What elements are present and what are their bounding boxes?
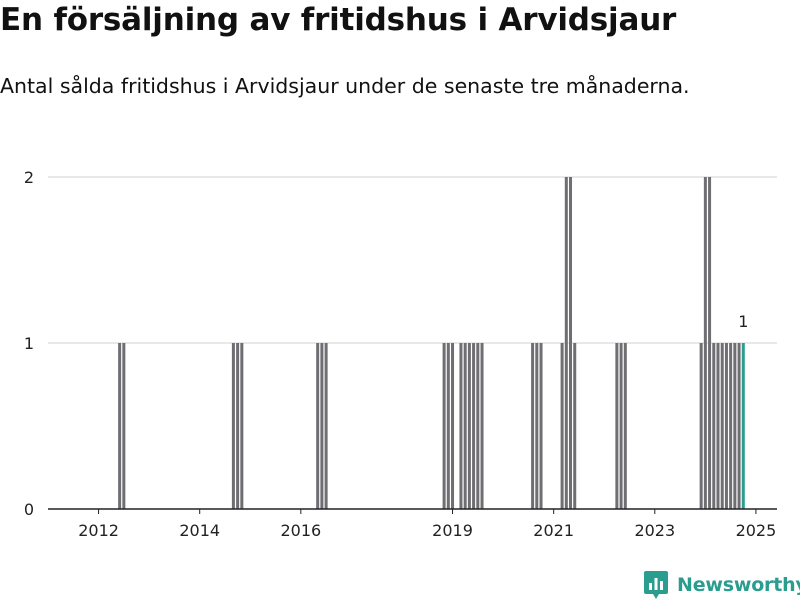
bar [560,343,564,509]
bar [463,343,467,509]
y-tick-label: 0 [24,500,34,519]
bar [320,343,324,509]
bar [720,343,724,509]
bar [729,343,733,509]
x-tick-label: 2019 [432,521,473,540]
bar [737,343,741,509]
bar [569,177,573,509]
bar [118,343,122,509]
bar [472,343,476,509]
bar [733,343,737,509]
bar [476,343,480,509]
bar [703,177,707,509]
chart-subtitle: Antal sålda fritidshus i Arvidsjaur unde… [0,74,690,98]
bar [324,343,328,509]
y-tick-label: 2 [24,168,34,187]
newsworthy-logo-icon [644,571,668,599]
bar [699,343,703,509]
x-tick-label: 2014 [179,521,220,540]
bar [564,177,568,509]
bar [716,343,720,509]
bar [573,343,577,509]
bar [231,343,235,509]
bar [459,343,463,509]
bar [535,343,539,509]
newsworthy-logo: Newsworthy [643,569,800,601]
bar [240,343,244,509]
bar [480,343,484,509]
bar-latest [741,343,745,509]
bar [236,343,240,509]
bar [316,343,320,509]
bar [122,343,126,509]
bar [724,343,728,509]
bar [712,343,716,509]
y-tick-label: 1 [24,334,34,353]
bar [442,343,446,509]
chart-title: En försäljning av fritidshus i Arvidsjau… [0,2,677,38]
bar [708,177,712,509]
x-tick-label: 2016 [280,521,321,540]
x-tick-label: 2023 [634,521,675,540]
bar [446,343,450,509]
bar [451,343,455,509]
brand-name: Newsworthy [677,574,800,596]
bar [531,343,535,509]
x-tick-label: 2025 [736,521,777,540]
x-tick-label: 2021 [533,521,574,540]
bar [615,343,619,509]
x-tick-label: 2012 [78,521,119,540]
bar-value-label: 1 [738,312,748,331]
bar [539,343,543,509]
bar [619,343,623,509]
bar [467,343,471,509]
bar [623,343,627,509]
